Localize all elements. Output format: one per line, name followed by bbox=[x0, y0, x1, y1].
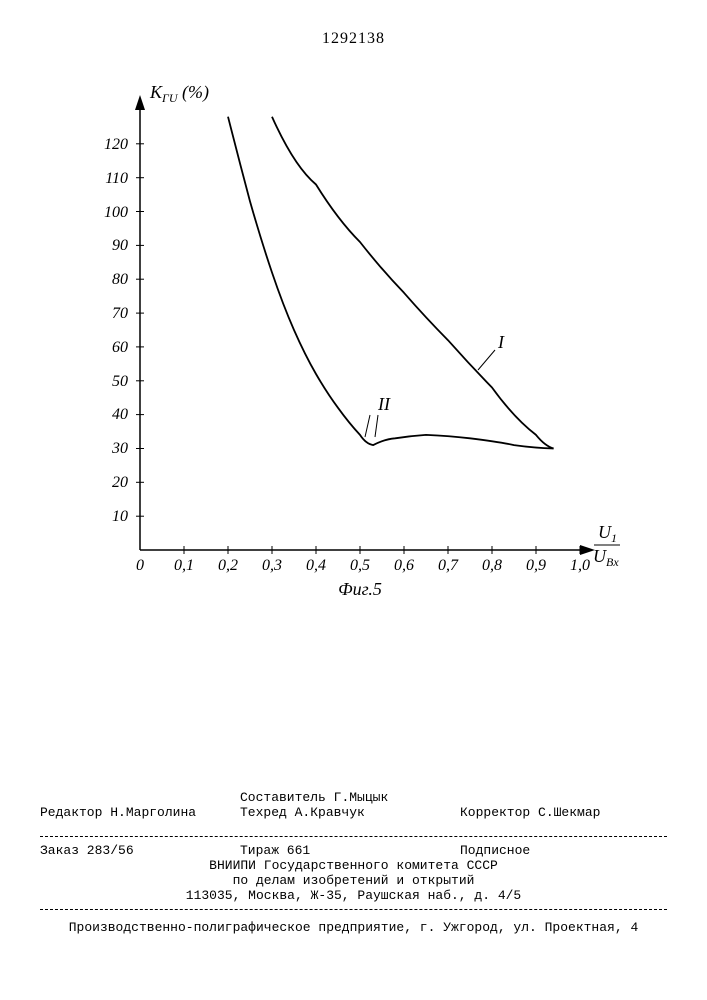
svg-text:0,7: 0,7 bbox=[438, 557, 459, 574]
svg-text:0,8: 0,8 bbox=[482, 557, 502, 574]
svg-text:0,6: 0,6 bbox=[394, 557, 414, 574]
compiler-label: Составитель bbox=[240, 790, 326, 805]
corrector-label: Корректор bbox=[460, 805, 530, 820]
chart-svg: 10 20 30 40 50 60 70 80 90 100 110 120 0… bbox=[80, 70, 620, 620]
svg-text:1,0: 1,0 bbox=[570, 557, 590, 574]
corrector-name: С.Шекмар bbox=[538, 805, 600, 820]
svg-text:0,3: 0,3 bbox=[262, 557, 282, 574]
credits-block: Составитель Г.Мыцык Редактор Н.Марголина… bbox=[40, 790, 667, 820]
curve-II-leader-1 bbox=[365, 415, 370, 437]
svg-text:110: 110 bbox=[105, 170, 128, 187]
compiler-name: Г.Мыцык bbox=[334, 790, 389, 805]
svg-text:0: 0 bbox=[136, 557, 144, 574]
order-block: Заказ 283/56 Тираж 661 Подписное ВНИИПИ … bbox=[40, 830, 667, 916]
editor-label: Редактор bbox=[40, 805, 102, 820]
page-number: 1292138 bbox=[0, 30, 707, 48]
y-axis-label: KГU (%) bbox=[149, 82, 209, 105]
org-line-1: ВНИИПИ Государственного комитета СССР bbox=[40, 858, 667, 873]
y-ticks: 10 20 30 40 50 60 70 80 90 100 110 120 bbox=[104, 136, 144, 525]
svg-text:20: 20 bbox=[112, 474, 128, 491]
svg-text:0,5: 0,5 bbox=[350, 557, 370, 574]
editor-name: Н.Марголина bbox=[110, 805, 196, 820]
dash-line-1 bbox=[40, 836, 667, 837]
x-axis-label-top: U1 bbox=[598, 522, 617, 545]
svg-text:50: 50 bbox=[112, 373, 128, 390]
order-number: Заказ 283/56 bbox=[40, 843, 240, 858]
svg-text:30: 30 bbox=[111, 440, 128, 457]
org-line-2: по делам изобретений и открытий bbox=[40, 873, 667, 888]
curve-II-label: II bbox=[377, 394, 391, 414]
chart: 10 20 30 40 50 60 70 80 90 100 110 120 0… bbox=[80, 70, 620, 620]
curve-I-label: I bbox=[497, 332, 505, 352]
production-block: Производственно-полиграфическое предприя… bbox=[40, 920, 667, 935]
y-axis-arrow bbox=[135, 95, 145, 110]
production-line: Производственно-полиграфическое предприя… bbox=[40, 920, 667, 935]
curve-II-leader-2 bbox=[375, 415, 378, 437]
svg-text:120: 120 bbox=[104, 136, 128, 153]
svg-text:70: 70 bbox=[112, 305, 128, 322]
svg-text:0,2: 0,2 bbox=[218, 557, 238, 574]
dash-line-2 bbox=[40, 909, 667, 910]
curve-I bbox=[272, 117, 554, 449]
svg-text:0,4: 0,4 bbox=[306, 557, 326, 574]
svg-text:100: 100 bbox=[104, 204, 128, 221]
x-axis-label-bottom: UBx bbox=[593, 546, 619, 569]
curve-II bbox=[228, 117, 554, 449]
subscription: Подписное bbox=[460, 843, 660, 858]
tirazh: Тираж 661 bbox=[240, 843, 460, 858]
svg-text:40: 40 bbox=[112, 406, 128, 423]
svg-text:0,1: 0,1 bbox=[174, 557, 194, 574]
svg-text:80: 80 bbox=[112, 271, 128, 288]
svg-text:90: 90 bbox=[112, 237, 128, 254]
org-line-3: 113035, Москва, Ж-35, Раушская наб., д. … bbox=[40, 888, 667, 903]
curve-I-leader bbox=[478, 350, 495, 370]
techred-label: Техред bbox=[240, 805, 287, 820]
svg-text:10: 10 bbox=[112, 508, 128, 525]
techred-name: А.Кравчук bbox=[295, 805, 365, 820]
svg-text:0,9: 0,9 bbox=[526, 557, 546, 574]
svg-text:60: 60 bbox=[112, 339, 128, 356]
fig-caption: Фиг.5 bbox=[338, 579, 382, 599]
